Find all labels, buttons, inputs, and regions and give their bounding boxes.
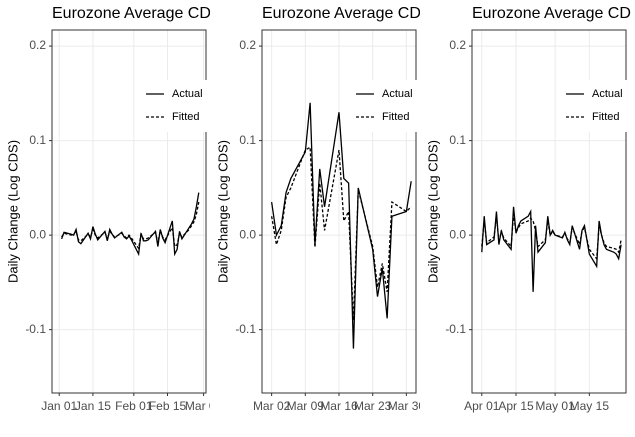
legend-label: Fitted: [172, 111, 200, 123]
y-tick-label: -0.1: [235, 322, 256, 336]
y-tick-label: 0.0: [29, 227, 46, 241]
y-axis-label: Daily Change (Log CDS): [215, 140, 230, 283]
y-tick-label: 0.0: [449, 227, 466, 241]
plot-border: [471, 29, 627, 394]
x-tick-label: Mar 09: [287, 399, 325, 413]
legend-label: Fitted: [382, 111, 410, 123]
x-tick-label: Mar 23: [354, 399, 392, 413]
series-line: [481, 214, 622, 261]
series-line: [61, 201, 200, 251]
x-tick-label: Mar 16: [320, 399, 358, 413]
y-axis-label: Daily Change (Log CDS): [425, 140, 440, 283]
x-tick-label: Jan 01: [41, 399, 77, 413]
series-line: [270, 146, 412, 321]
series-line: [61, 192, 200, 257]
legend-box: [560, 80, 635, 132]
panel: Eurozone Average CD Daily Change (Log CDS…: [215, 5, 426, 413]
plot-border: [261, 29, 417, 394]
chart-title: Eurozone Average CD: [262, 5, 421, 22]
y-tick-label: 0.1: [29, 133, 46, 147]
plot-border: [51, 29, 207, 394]
legend-label: Fitted: [592, 111, 620, 123]
y-axis-label: Daily Change (Log CDS): [5, 140, 20, 283]
legend-label: Actual: [382, 88, 413, 100]
legend-box: [350, 80, 420, 132]
y-tick-label: 0.2: [239, 38, 256, 52]
panel: Eurozone Average CD Daily Change (Log CDS…: [425, 5, 635, 413]
y-tick-label: 0.2: [449, 38, 466, 52]
x-tick-label: May 01: [535, 399, 575, 413]
y-tick-label: 0.1: [449, 133, 466, 147]
y-tick-label: 0.1: [239, 133, 256, 147]
legend-box: [140, 80, 210, 132]
y-tick-label: 0.0: [239, 227, 256, 241]
y-tick-label: -0.1: [25, 322, 46, 336]
x-tick-label: Apr 01: [464, 399, 500, 413]
chart-title: Eurozone Average CD: [472, 5, 631, 22]
legend-label: Actual: [172, 88, 203, 100]
x-tick-label: Apr 15: [498, 399, 534, 413]
x-tick-label: Mar 01: [185, 399, 223, 413]
chart-title: Eurozone Average CD: [52, 5, 211, 22]
legend-label: Actual: [592, 88, 623, 100]
x-tick-label: May 15: [570, 399, 610, 413]
x-tick-label: Feb 01: [115, 399, 153, 413]
panel: Eurozone Average CD Daily Change (Log CDS…: [5, 5, 223, 413]
x-tick-label: Mar 02: [253, 399, 291, 413]
y-tick-label: -0.1: [445, 322, 466, 336]
y-tick-label: 0.2: [29, 38, 46, 52]
x-tick-label: Jan 15: [75, 399, 111, 413]
x-tick-label: Mar 30: [388, 399, 426, 413]
x-tick-label: Feb 15: [149, 399, 187, 413]
series-line: [270, 102, 412, 349]
